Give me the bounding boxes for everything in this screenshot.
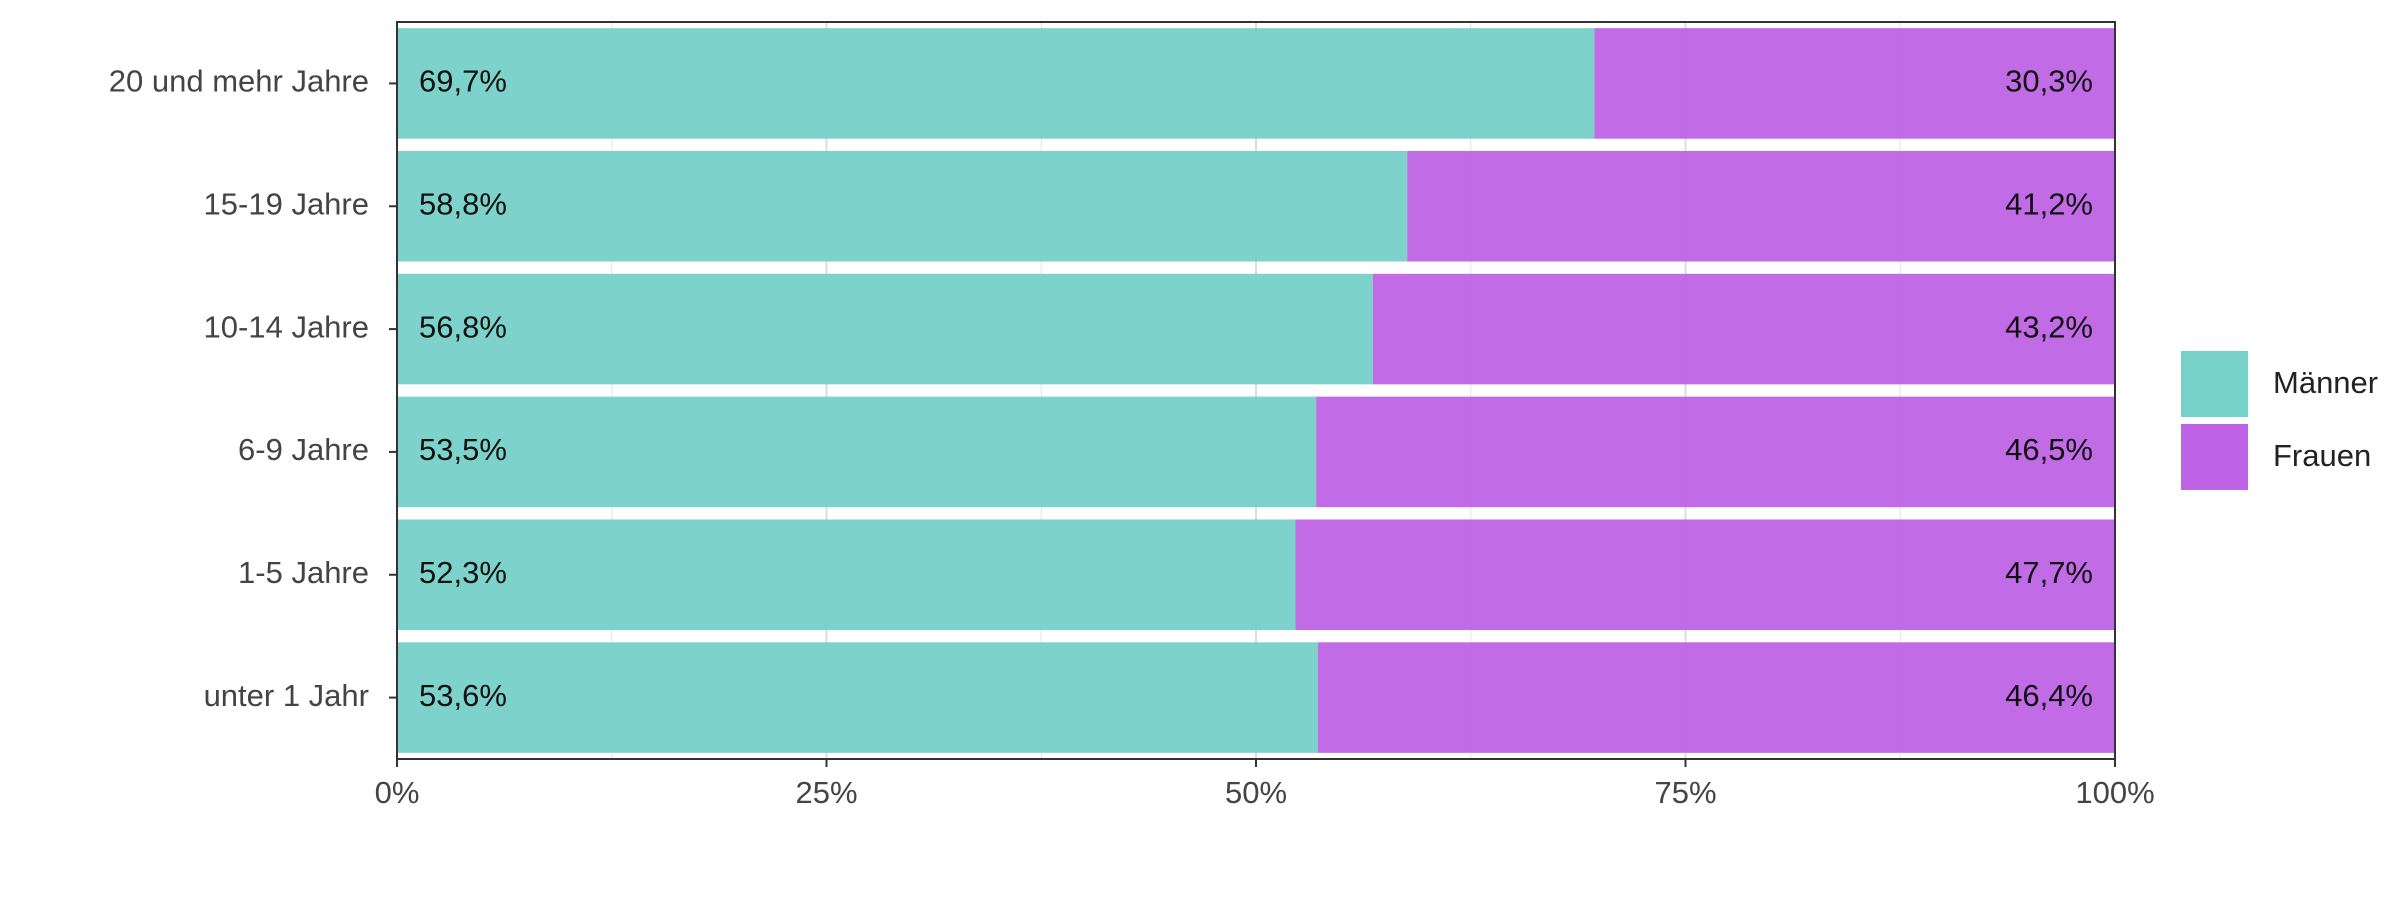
- y-tick-label: 15-19 Jahre: [204, 186, 369, 221]
- x-tick-label: 75%: [1654, 775, 1716, 810]
- bar-segment: [397, 150, 1408, 262]
- legend-label: Männer: [2273, 365, 2378, 400]
- value-label: 52,3%: [419, 555, 507, 590]
- y-tick-label: 20 und mehr Jahre: [109, 64, 369, 99]
- legend-swatch: [2181, 351, 2248, 417]
- legend-label: Frauen: [2273, 438, 2371, 473]
- x-tick-label: 0%: [375, 775, 420, 810]
- x-tick-label: 25%: [795, 775, 857, 810]
- y-tick-label: 10-14 Jahre: [204, 309, 369, 344]
- value-label: 43,2%: [2005, 309, 2093, 344]
- value-label: 46,4%: [2005, 678, 2093, 713]
- value-label: 46,5%: [2005, 432, 2093, 467]
- bar-segment: [397, 519, 1296, 631]
- value-label: 58,8%: [419, 186, 507, 221]
- bar-segment: [1594, 28, 2115, 139]
- value-label: 56,8%: [419, 309, 507, 344]
- bar-segment: [1316, 396, 2115, 508]
- value-label: 69,7%: [419, 64, 507, 99]
- value-label: 53,5%: [419, 432, 507, 467]
- value-label: 30,3%: [2005, 64, 2093, 99]
- bar-segment: [397, 642, 1318, 753]
- value-label: 53,6%: [419, 678, 507, 713]
- x-tick-label: 100%: [2075, 775, 2154, 810]
- bar-segment: [1372, 273, 2115, 385]
- bar-segment: [397, 396, 1317, 508]
- bar-segment: [1295, 519, 2115, 631]
- value-label: 41,2%: [2005, 186, 2093, 221]
- bar-segment: [1407, 150, 2115, 262]
- y-tick-label: unter 1 Jahr: [204, 678, 369, 713]
- y-tick-label: 1-5 Jahre: [238, 555, 369, 590]
- bar-segment: [397, 273, 1373, 385]
- bar-segment: [397, 28, 1595, 139]
- plot-border: [396, 21, 2116, 760]
- x-tick-label: 50%: [1225, 775, 1287, 810]
- bar-segment: [1317, 642, 2115, 753]
- legend-swatch: [2181, 424, 2248, 490]
- value-label: 47,7%: [2005, 555, 2093, 590]
- y-tick-label: 6-9 Jahre: [238, 432, 369, 467]
